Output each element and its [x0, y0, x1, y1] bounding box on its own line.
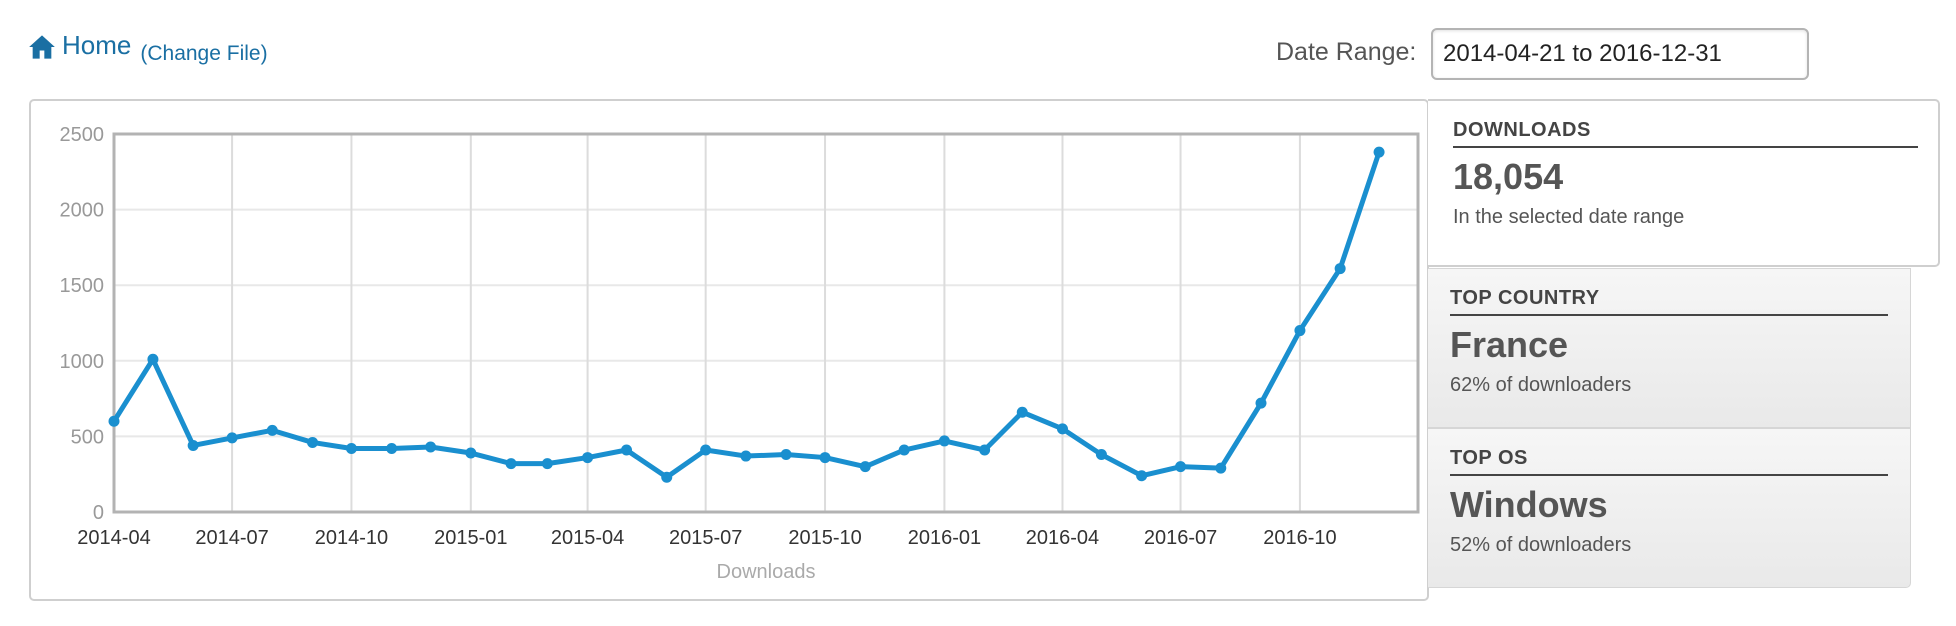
data-point — [859, 461, 871, 473]
home-link[interactable]: Home — [28, 30, 131, 61]
top-os-subtext: 52% of downloaders — [1450, 534, 1632, 556]
data-point — [740, 450, 752, 462]
data-point — [345, 442, 357, 454]
top-country-stat[interactable]: TOP COUNTRY France 62% of downloaders — [1428, 268, 1911, 428]
x-axis-label: Downloads — [717, 561, 816, 583]
plot-frame — [112, 132, 1420, 514]
x-tick-label: 2016-04 — [1026, 527, 1099, 549]
downloads-value: 18,054 — [1453, 156, 1564, 197]
data-point — [621, 444, 633, 456]
x-tick-label: 2014-10 — [315, 527, 388, 549]
data-point — [898, 444, 910, 456]
x-tick-label: 2014-04 — [77, 527, 150, 549]
home-icon — [29, 34, 55, 59]
y-tick-label: 2500 — [60, 124, 105, 146]
data-point — [541, 458, 553, 470]
change-file-link[interactable]: (Change File) — [140, 41, 268, 65]
data-point — [1294, 325, 1306, 337]
downloads-chart: 0 500 1000 1500 2000 2500 2014-04 2014-07 2014-1… — [60, 124, 1420, 583]
y-tick-label: 1000 — [60, 351, 105, 373]
date-range-label: Date Range: — [1276, 38, 1417, 66]
series-line — [111, 149, 1382, 480]
date-range-input[interactable] — [1431, 28, 1809, 80]
data-point — [661, 471, 673, 483]
top-os-stat[interactable]: TOP OS Windows 52% of downloaders — [1428, 428, 1911, 588]
chart-panel: 0 500 1000 1500 2000 2500 2014-04 2014-07 2014-1… — [29, 99, 1429, 601]
data-point — [465, 447, 477, 459]
top-os-value: Windows — [1450, 484, 1608, 525]
x-tick-label: 2016-07 — [1144, 527, 1217, 549]
y-tick-label: 500 — [71, 426, 104, 448]
data-point — [1136, 470, 1148, 482]
data-point — [1373, 146, 1385, 158]
top-os-heading: TOP OS — [1450, 447, 1888, 476]
data-point — [582, 452, 594, 464]
data-point — [425, 441, 437, 453]
data-point — [226, 432, 238, 444]
downloads-heading: DOWNLOADS — [1453, 119, 1918, 148]
data-point — [1175, 461, 1187, 473]
data-point — [979, 444, 991, 456]
data-point — [307, 436, 319, 448]
top-country-subtext: 62% of downloaders — [1450, 374, 1632, 396]
x-tick-label: 2014-07 — [195, 527, 268, 549]
y-tick-label: 2000 — [60, 200, 105, 222]
data-point — [386, 442, 398, 454]
data-point — [147, 353, 159, 365]
data-point — [819, 452, 831, 464]
header-bar: Home (Change File) — [28, 30, 268, 66]
x-tick-label: 2015-01 — [434, 527, 507, 549]
data-point — [938, 435, 950, 447]
data-point — [1215, 462, 1227, 474]
data-point — [187, 439, 199, 451]
x-tick-label: 2015-10 — [788, 527, 861, 549]
data-point — [780, 449, 792, 461]
y-tick-label: 0 — [93, 502, 104, 524]
data-point — [1334, 263, 1346, 275]
x-tick-label: 2015-04 — [551, 527, 624, 549]
data-point — [1056, 423, 1068, 435]
data-point — [266, 424, 278, 436]
data-point — [1016, 406, 1028, 418]
x-tick-label: 2016-01 — [908, 527, 981, 549]
x-tick-label: 2016-10 — [1263, 527, 1336, 549]
top-country-value: France — [1450, 324, 1569, 365]
top-country-heading: TOP COUNTRY — [1450, 287, 1888, 316]
data-point — [1255, 397, 1267, 409]
data-point — [1095, 449, 1107, 461]
data-point — [505, 458, 517, 470]
data-point — [108, 415, 120, 427]
data-point — [700, 444, 712, 456]
home-label: Home — [62, 30, 132, 60]
y-tick-label: 1500 — [60, 275, 105, 297]
downloads-subtext: In the selected date range — [1453, 206, 1685, 228]
downloads-stat[interactable]: DOWNLOADS 18,054 In the selected date ra… — [1428, 99, 1940, 267]
x-tick-label: 2015-07 — [669, 527, 742, 549]
